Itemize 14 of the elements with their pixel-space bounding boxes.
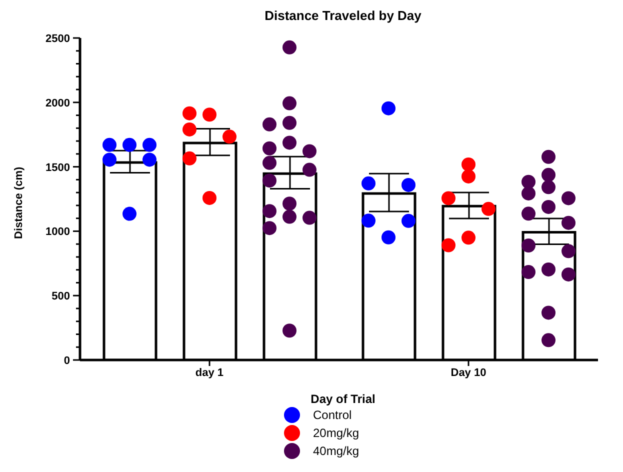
y-axis-title: Distance (cm) xyxy=(12,166,25,239)
legend-label: Control xyxy=(313,408,352,422)
x-tick-label: Day 10 xyxy=(450,366,486,379)
x-tick-label: day 1 xyxy=(195,366,224,379)
y-tick-label: 500 xyxy=(52,290,70,303)
x-axis-title: Day of Trial xyxy=(310,392,376,406)
y-tick-label: 0 xyxy=(64,355,70,367)
y-tick-label: 1500 xyxy=(46,162,70,174)
y-tick-label: 2000 xyxy=(46,97,70,110)
chart-title: Distance Traveled by Day xyxy=(264,8,422,25)
y-tick-label: 2500 xyxy=(46,33,70,45)
legend-label: 20mg/kg xyxy=(313,426,360,440)
legend-label: 40mg/kg xyxy=(313,444,360,458)
y-tick-label: 1000 xyxy=(46,226,70,238)
